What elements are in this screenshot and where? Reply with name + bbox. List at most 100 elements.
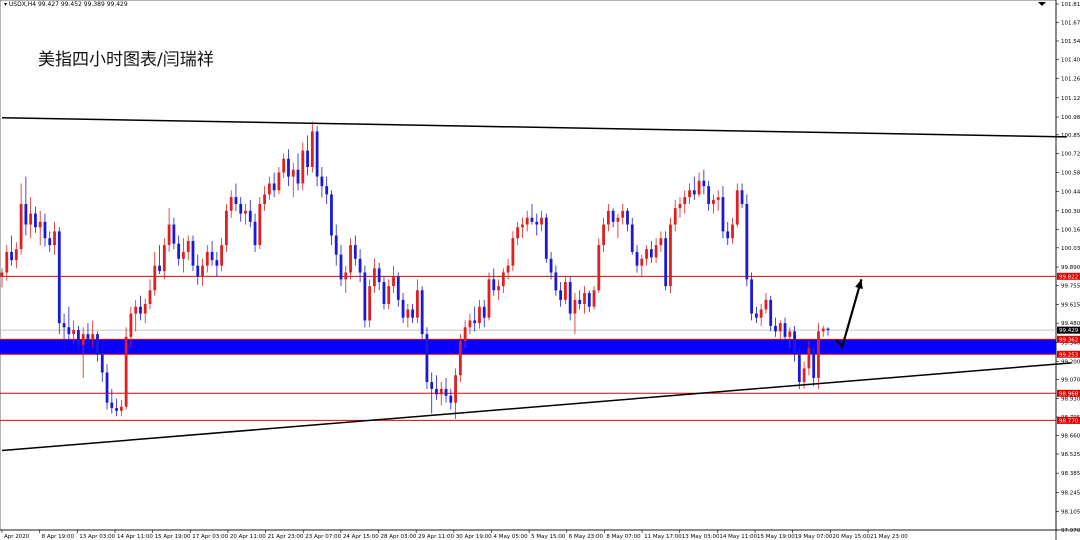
- time-tick-label: 21 May 23:00: [870, 534, 908, 540]
- level-price-tag: 98.968: [1059, 391, 1079, 397]
- candle-body: [688, 190, 691, 198]
- price-tick-label: 97.970: [1061, 528, 1080, 534]
- time-tick-label: 24 Apr 15:00: [343, 534, 379, 540]
- time-tick-label: 29 Apr 11:00: [418, 534, 454, 540]
- candle-body: [712, 199, 715, 204]
- candle-body: [597, 245, 601, 291]
- price-tick-label: 99.340: [1061, 340, 1080, 346]
- time-tick-label: 8 Apr 19:00: [42, 534, 75, 540]
- candle-body: [67, 327, 71, 335]
- candle-body: [387, 286, 391, 304]
- candle-body: [167, 224, 171, 246]
- level-price-tag: 99.822: [1059, 274, 1078, 280]
- candle-body: [707, 186, 711, 204]
- candle-body: [439, 388, 443, 395]
- candle-body: [578, 299, 582, 304]
- candle-body: [124, 336, 128, 407]
- candle-body: [368, 286, 372, 321]
- candle-body: [521, 224, 524, 228]
- candle-body: [401, 299, 405, 318]
- candle-body: [463, 327, 467, 341]
- price-tick-label: 101.540: [1061, 39, 1080, 45]
- time-tick-label: 20 May 15:00: [832, 534, 870, 540]
- candle-body: [301, 150, 305, 184]
- candle-body: [764, 299, 768, 310]
- time-tick-label: 15 May 19:00: [757, 534, 795, 540]
- candle-body: [745, 203, 749, 280]
- candle-body: [353, 245, 357, 259]
- candle-body: [339, 254, 343, 280]
- price-tick-label: 100.580: [1061, 170, 1080, 176]
- candle-body: [444, 388, 448, 396]
- candle-body: [626, 210, 629, 225]
- candle-body: [162, 245, 166, 272]
- candle-body: [258, 203, 262, 246]
- candle-body: [673, 208, 677, 225]
- candle-body: [812, 347, 816, 378]
- candle-body: [602, 224, 605, 246]
- price-tick-label: 100.440: [1061, 190, 1080, 196]
- candle-body: [272, 183, 276, 191]
- candle-body: [344, 272, 348, 280]
- candle-body: [196, 265, 200, 277]
- candle-body: [392, 276, 395, 287]
- candle-body: [81, 334, 85, 346]
- candle-body: [277, 172, 281, 191]
- candle-body: [716, 197, 720, 200]
- time-tick-label: 13 Apr 03:00: [79, 534, 115, 540]
- candle-body: [100, 354, 104, 373]
- candle-body: [315, 131, 319, 177]
- candle-body: [750, 279, 754, 314]
- candle-body: [215, 260, 219, 266]
- candle-body: [229, 197, 233, 211]
- candles-group: [0, 121, 830, 420]
- candle-body: [592, 290, 596, 307]
- candle-body: [778, 323, 782, 332]
- candle-body: [34, 213, 37, 228]
- candle-body: [621, 210, 625, 218]
- time-tick-label: 19 May 07:00: [795, 534, 833, 540]
- candle-body: [320, 176, 324, 187]
- candle-body: [454, 375, 457, 403]
- candle-body: [535, 221, 539, 225]
- candle-body: [282, 158, 286, 173]
- candle-body: [325, 186, 329, 195]
- candle-body: [415, 290, 419, 318]
- candle-body: [611, 210, 615, 222]
- candle-body: [287, 158, 290, 177]
- candle-body: [411, 309, 415, 318]
- time-tick-label: 15 Apr 19:00: [155, 534, 191, 540]
- candle-body: [248, 210, 252, 222]
- time-tick-label: Apr 2020: [4, 534, 30, 540]
- candle-body: [435, 388, 438, 395]
- candle-body: [53, 231, 56, 246]
- candle-body: [697, 180, 701, 195]
- candle-body: [501, 272, 505, 287]
- time-tick-label: 23 Apr 07:00: [305, 534, 341, 540]
- candle-body: [310, 131, 314, 168]
- candle-body: [769, 299, 773, 326]
- candle-body: [797, 354, 801, 383]
- current-price-tag: 99.429: [1059, 328, 1079, 334]
- candle-body: [306, 150, 309, 168]
- candle-body: [334, 235, 338, 255]
- current-price-tag-bg: [1057, 326, 1080, 334]
- candle-body: [774, 325, 777, 332]
- candle-body: [330, 194, 333, 236]
- candle-body: [826, 328, 830, 331]
- price-tick-label: 101.125: [1061, 96, 1080, 102]
- candle-body: [153, 265, 157, 291]
- time-tick-label: 17 Apr 03:00: [192, 534, 228, 540]
- price-tick-label: 99.070: [1061, 377, 1080, 383]
- candle-body: [143, 303, 147, 314]
- candle-body: [406, 309, 410, 318]
- time-tick-label: 20 Apr 11:00: [230, 534, 266, 540]
- candle-body: [263, 194, 267, 204]
- candle-body: [296, 169, 300, 184]
- zone-top-price-tag: 99.362: [1059, 337, 1078, 343]
- candle-body: [201, 265, 204, 277]
- price-tick-label: 99.615: [1061, 303, 1080, 309]
- candle-body: [234, 197, 238, 204]
- candle-body: [807, 347, 811, 369]
